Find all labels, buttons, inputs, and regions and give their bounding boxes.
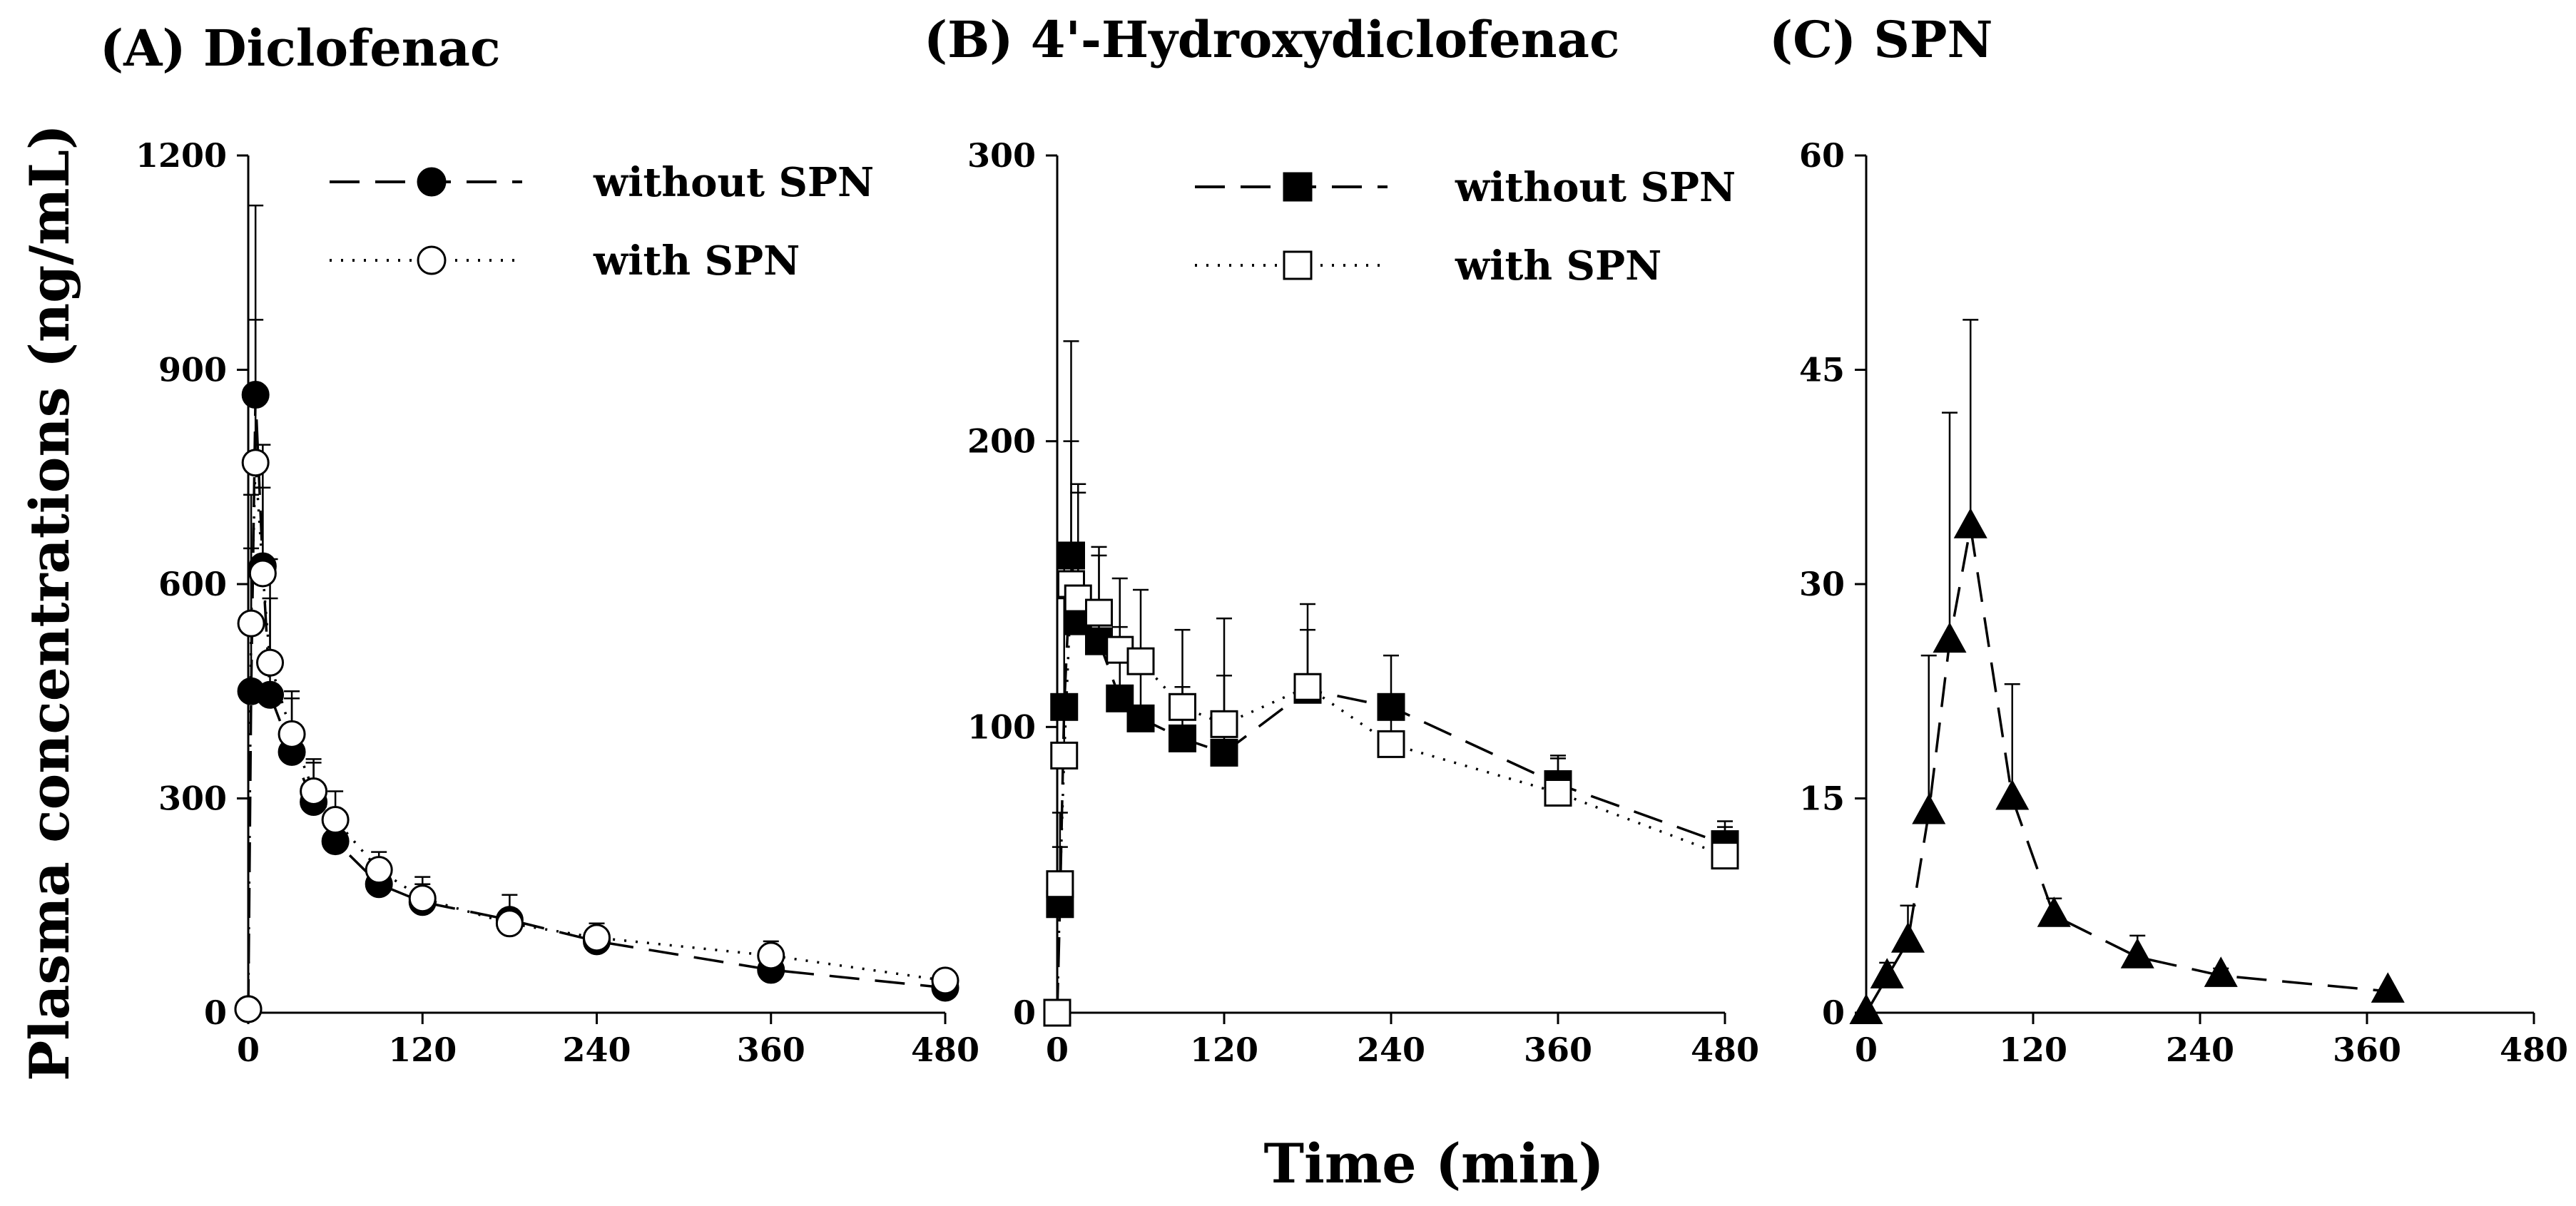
panel-c-x-tick-label: 240	[2166, 1031, 2234, 1069]
panel-c-series-0-point	[2120, 938, 2154, 969]
panel-a-series-1-point	[234, 995, 263, 1023]
panel-b-x-tick-label: 120	[1190, 1031, 1258, 1069]
panel-b-series-1-point	[1711, 842, 1739, 870]
panel-a-title: (A) Diclofenac	[100, 19, 501, 78]
panel-a-series-1-point	[931, 966, 959, 995]
panel-c-series-0-point	[1870, 958, 1904, 988]
panel-b-series-1-point	[1050, 741, 1079, 770]
panel-b-x-tick-label: 0	[1046, 1031, 1069, 1069]
panel-c-series-0-point	[1912, 793, 1946, 824]
panel-a-series-1-point	[583, 924, 611, 952]
panel-a-y-tick-label: 300	[158, 780, 227, 818]
legend-a: without SPN with SPN	[330, 159, 874, 285]
panel-a-series-1-point	[256, 648, 285, 677]
panel-b-x-tick-label: 240	[1357, 1031, 1425, 1069]
panel-b-series-0-point	[1210, 738, 1238, 767]
panel-b-series-1-point	[1126, 647, 1155, 675]
panel-b-series-1-point	[1046, 870, 1074, 899]
panel-a-series-1-point	[365, 856, 393, 884]
panel-b-y-tick-label: 0	[1013, 993, 1036, 1032]
legend-a-marker-without	[417, 167, 447, 197]
legend-a-label-with: with SPN	[593, 237, 800, 285]
panel-a-y-tick-label: 0	[204, 993, 227, 1032]
panel-a-x-tick-label: 480	[911, 1031, 979, 1069]
panel-c-series-0-point	[1953, 508, 1987, 538]
panel-b-y-tick-label: 300	[967, 136, 1036, 175]
x-axis-title: Time (min)	[1263, 1132, 1604, 1195]
panel-b-x-tick-label: 360	[1524, 1031, 1592, 1069]
legend-b-marker-with	[1283, 250, 1313, 280]
panel-a-series-1-point	[408, 884, 437, 913]
panel-b-y-tick-label: 200	[967, 422, 1036, 461]
panel-a-series-1-point	[278, 720, 306, 748]
panel-c-y-tick-label: 45	[1799, 351, 1845, 389]
panel-a-plot: 0 300 600 900 1200 0 120 240 360 480	[136, 136, 979, 1069]
panel-b-title: (B) 4'-Hydroxydiclofenac	[924, 10, 1620, 69]
legend-b-label-without: without SPN	[1455, 164, 1736, 211]
panel-c-x-tick-label: 360	[2333, 1031, 2401, 1069]
panel-b-plot: 0 100 200 300 0 120 240 360 480	[967, 136, 1759, 1069]
panel-a-x-tick-label: 120	[388, 1031, 457, 1069]
panel-a-y-tick-label: 1200	[136, 136, 227, 175]
panel-c-title: (C) SPN	[1769, 10, 1993, 69]
panel-a-y-tick-label: 900	[158, 351, 227, 389]
panel-a-series-1-point	[321, 806, 350, 834]
panel-b-series-1-point	[1043, 998, 1071, 1027]
panel-b-x-tick-label: 480	[1691, 1031, 1759, 1069]
panel-b-series-1-point	[1169, 693, 1196, 721]
panel-c-y-tick-label: 60	[1799, 136, 1845, 175]
legend-b: without SPN with SPN	[1195, 164, 1736, 290]
panel-a-series-1-point	[248, 559, 277, 588]
panel-b-series-0-point	[1169, 724, 1196, 752]
panel-c-y-tick-label: 0	[1822, 993, 1845, 1032]
panel-c-series-0-point	[1849, 993, 1883, 1024]
panel-c-x-tick-label: 120	[1999, 1031, 2067, 1069]
panel-b-series-1-line	[1056, 583, 1726, 1013]
panel-a-series-1-point	[237, 609, 265, 638]
panel-a-series-1-point	[757, 941, 785, 970]
panel-c-series-0-point	[1995, 779, 2030, 810]
legend-a-label-without: without SPN	[593, 159, 874, 206]
panel-a-y-tick-label: 600	[158, 565, 227, 603]
panel-a-series-1-point	[241, 449, 270, 477]
legend-a-marker-with	[417, 245, 447, 275]
panel-c-series-0-point	[1890, 922, 1925, 953]
panel-b-series-0-point	[1126, 704, 1155, 732]
panel-a-x-tick-label: 360	[737, 1031, 805, 1069]
panel-a-series-1-point	[300, 777, 328, 805]
panel-b-series-1-point	[1544, 778, 1572, 807]
panel-b-y-tick-label: 100	[967, 707, 1036, 746]
panel-a-series-0-line	[247, 394, 946, 1010]
panel-a-x-tick-label: 0	[237, 1031, 260, 1069]
legend-b-label-with: with SPN	[1455, 242, 1661, 290]
panel-c-y-tick-label: 15	[1799, 780, 1845, 818]
panel-b-series-1-point	[1085, 598, 1113, 627]
panel-a-series-0-point	[256, 680, 285, 709]
panel-b-series-1-point	[1293, 673, 1322, 701]
panel-b-series-0-line	[1056, 555, 1726, 1013]
panel-c-x-tick-label: 480	[2500, 1031, 2568, 1069]
panel-c-series-0-point	[2204, 956, 2238, 987]
panel-a-x-tick-label: 240	[562, 1031, 631, 1069]
panel-b-series-1-point	[1210, 710, 1238, 738]
panel-c-series-0-point	[2371, 972, 2405, 1003]
panel-c-x-tick-label: 0	[1855, 1031, 1878, 1069]
y-axis-title: Plasma concentrations (ng/mL)	[18, 124, 81, 1081]
panel-b-series-1-point	[1377, 730, 1405, 758]
panel-c-series-0-point	[2037, 896, 2071, 927]
panel-c-series-0-point	[1933, 622, 1967, 653]
panel-c-plot: 0 15 30 45 60 0 120 240 360 480	[1799, 136, 2568, 1069]
legend-b-marker-without	[1283, 172, 1313, 202]
panel-c-series-0-line	[1865, 526, 2388, 1013]
panel-c-y-tick-label: 30	[1799, 565, 1845, 603]
panel-a-series-1-point	[495, 909, 524, 938]
